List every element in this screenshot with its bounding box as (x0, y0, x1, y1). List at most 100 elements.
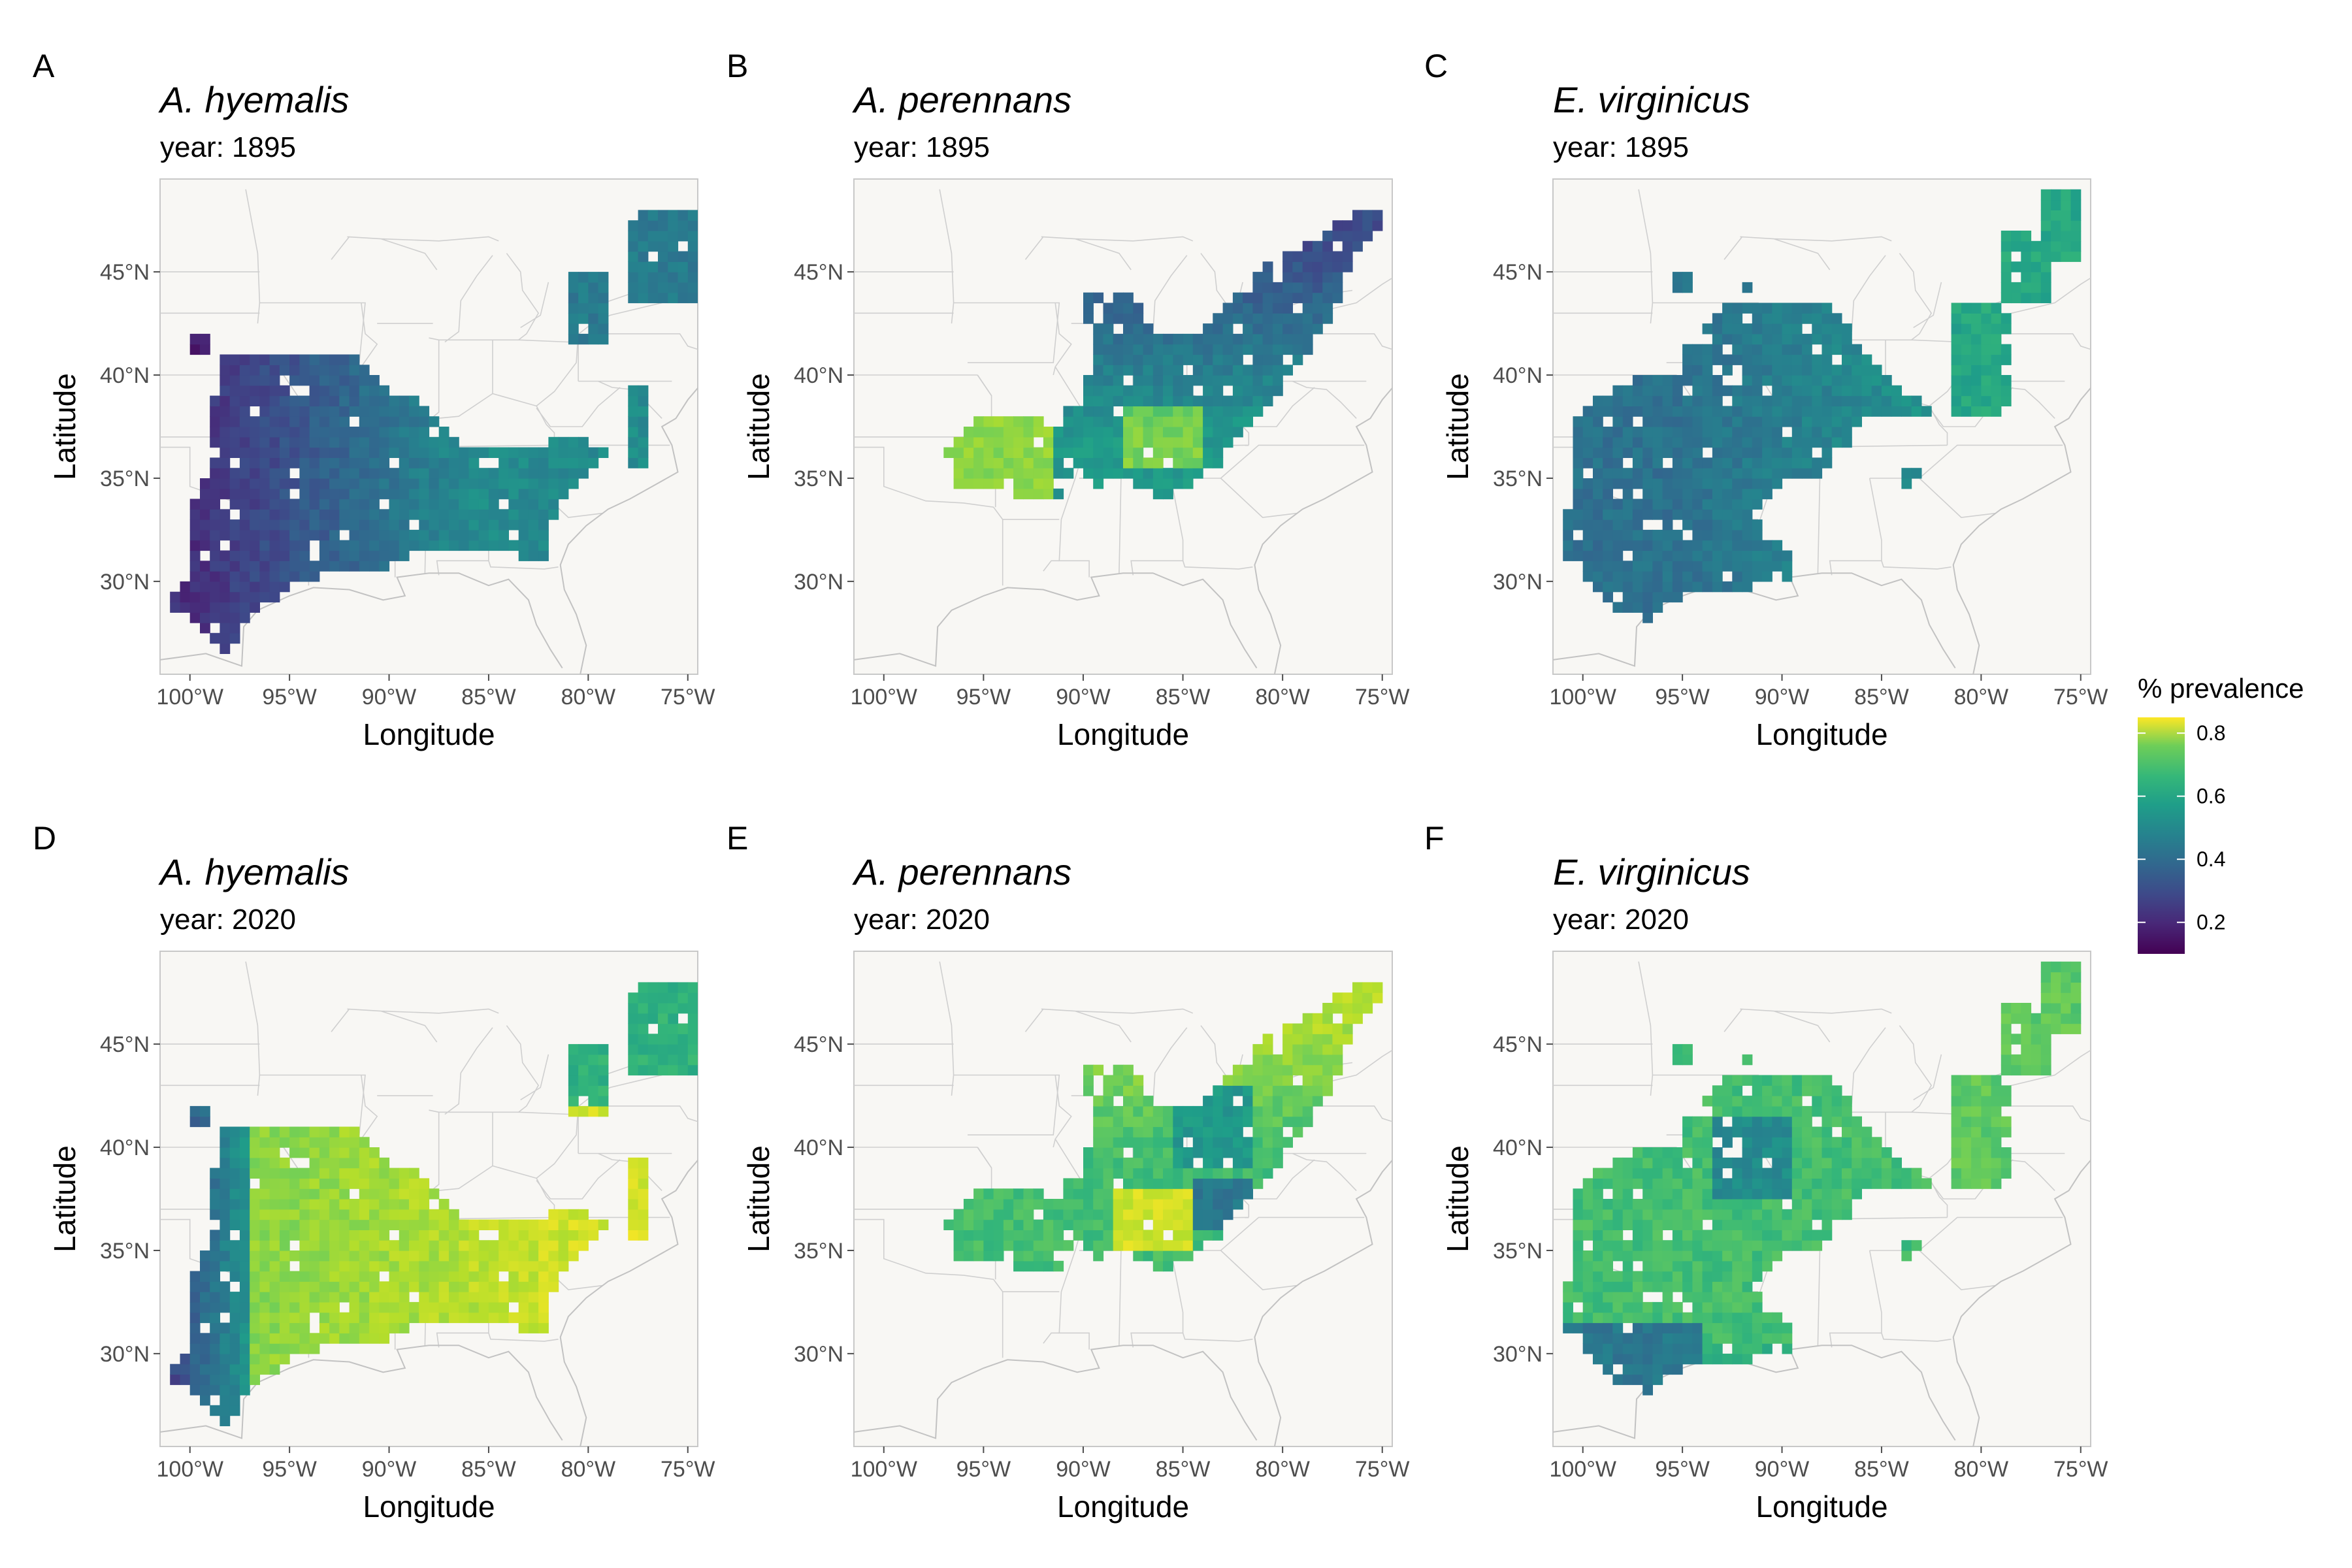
raster-cell (438, 1301, 449, 1313)
raster-cell (1033, 1219, 1044, 1230)
raster-cell (359, 447, 370, 458)
raster-cell (369, 1188, 380, 1200)
raster-cell (1252, 1044, 1264, 1055)
raster-cell (1702, 498, 1713, 510)
raster-cell (259, 1188, 270, 1200)
raster-cell (399, 406, 410, 417)
raster-cell (1642, 1209, 1653, 1220)
raster-cell (1782, 302, 1793, 314)
raster-cell (498, 1281, 509, 1292)
raster-cell (1023, 1260, 1034, 1272)
raster-cell (229, 632, 240, 644)
raster-cell (647, 1054, 659, 1066)
raster-cell (1023, 427, 1034, 438)
raster-cell (2021, 1044, 2032, 1055)
raster-cell (1961, 1126, 1972, 1137)
raster-cell (1981, 406, 1992, 417)
raster-cell (1163, 385, 1173, 397)
raster-cell (329, 1312, 340, 1324)
raster-cell (1722, 1301, 1733, 1313)
raster-cell (1593, 550, 1603, 561)
raster-cell (1662, 1178, 1673, 1189)
state-boundary (2159, 1038, 2164, 1083)
raster-cell (1672, 1250, 1683, 1262)
raster-cell (1272, 282, 1283, 293)
raster-cell (299, 427, 310, 438)
raster-cell (1232, 1178, 1243, 1189)
raster-cell (2070, 1023, 2082, 1034)
raster-cell (229, 1178, 240, 1189)
raster-cell (1262, 344, 1273, 355)
raster-cell (1682, 427, 1693, 438)
raster-cell (1772, 323, 1783, 335)
raster-cell (1143, 365, 1154, 376)
raster-cell (200, 498, 210, 510)
raster-cell (449, 457, 459, 468)
raster-cell (379, 395, 390, 406)
raster-cell (1752, 1292, 1763, 1303)
raster-cell (558, 1250, 569, 1262)
raster-cell (1173, 1137, 1184, 1148)
raster-cell (329, 1230, 340, 1241)
raster-cell (1672, 1312, 1683, 1324)
raster-cell (1272, 333, 1283, 345)
raster-cell (1622, 1168, 1633, 1179)
raster-cell (498, 529, 509, 541)
raster-cell (1682, 272, 1693, 283)
raster-cell (2040, 251, 2051, 262)
raster-cell (449, 1219, 459, 1230)
raster-cell (259, 1147, 270, 1158)
raster-cell (2040, 261, 2051, 272)
raster-cell (647, 982, 659, 993)
raster-cell (568, 478, 579, 489)
raster-cell (1083, 416, 1094, 427)
raster-cell (1911, 406, 1922, 417)
raster-cell (1252, 354, 1264, 365)
raster-cell (1272, 385, 1283, 397)
x-tick-label: 95°W (1655, 1457, 1710, 1482)
raster-cell (1123, 1137, 1134, 1148)
raster-cell (1232, 1105, 1243, 1117)
raster-cell (528, 478, 539, 489)
raster-cell (488, 498, 499, 510)
raster-cell (1861, 1147, 1872, 1158)
raster-cell (1593, 1322, 1603, 1333)
raster-cell (1352, 231, 1363, 242)
raster-cell (1702, 468, 1713, 479)
raster-cell (1732, 488, 1743, 500)
legend-tick-label: 0.4 (2197, 847, 2225, 871)
raster-cell (1702, 1096, 1713, 1107)
raster-cell (1033, 457, 1044, 468)
raster-cell (369, 1292, 380, 1303)
raster-cell (568, 1075, 579, 1086)
raster-cell (200, 509, 210, 520)
raster-cell (1123, 457, 1134, 468)
raster-cell (1203, 395, 1213, 406)
raster-cell (289, 457, 300, 468)
raster-cell (269, 1126, 280, 1137)
raster-cell (668, 292, 679, 304)
raster-cell (329, 457, 340, 468)
x-axis-title: Longitude (1057, 1490, 1189, 1524)
raster-cell (1831, 416, 1842, 427)
raster-cell (1831, 1199, 1842, 1210)
raster-cell (1213, 344, 1224, 355)
raster-cell (1163, 1126, 1173, 1137)
raster-cell (1742, 344, 1753, 355)
raster-cell (1043, 488, 1054, 500)
raster-cell (508, 1260, 519, 1272)
raster-cell (1322, 1003, 1333, 1014)
raster-cell (259, 1322, 270, 1333)
raster-cell (1063, 427, 1074, 438)
raster-cell (2040, 961, 2051, 973)
raster-cell (1133, 1219, 1144, 1230)
raster-cell (1682, 1044, 1693, 1055)
x-tick-label: 100°W (851, 685, 917, 710)
raster-cell (1632, 498, 1643, 510)
raster-cell (1302, 292, 1313, 304)
raster-cell (1782, 313, 1793, 324)
raster-cell (1123, 1096, 1134, 1107)
raster-cell (1662, 1168, 1673, 1179)
raster-cell (1123, 1188, 1134, 1200)
raster-cell (1322, 282, 1333, 293)
